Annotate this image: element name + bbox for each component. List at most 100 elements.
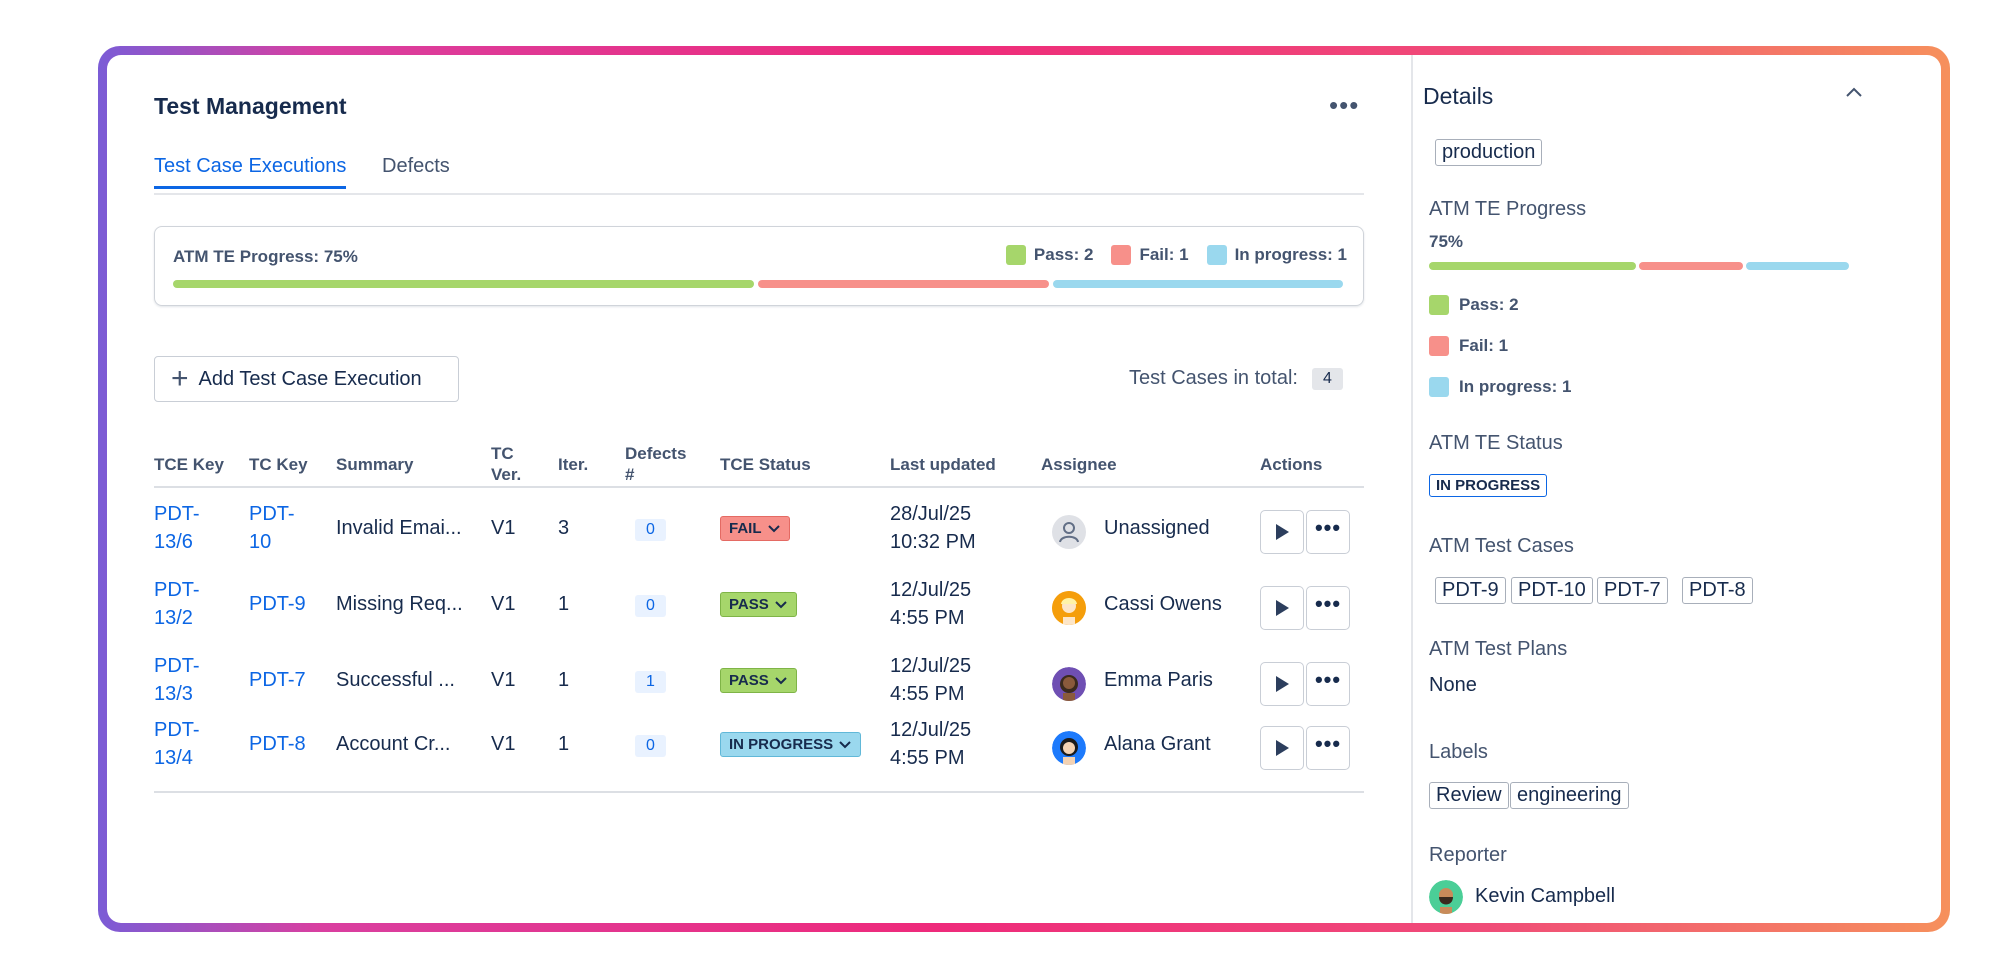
chevron-down-icon (839, 740, 851, 748)
table-row: PDT-13/6 PDT-10 Invalid Emai... V1 3 0 F… (154, 494, 1364, 570)
label-tag[interactable]: engineering (1510, 782, 1629, 809)
th-tce-key: TCE Key (154, 455, 224, 474)
more-icon: ••• (1314, 591, 1342, 616)
chevron-up-icon[interactable] (1844, 85, 1864, 99)
row-more-button[interactable]: ••• (1306, 662, 1350, 706)
plus-icon: + (171, 362, 189, 395)
details-title: Details (1423, 83, 1494, 109)
status-label: PASS (729, 672, 769, 689)
avatar (1052, 731, 1086, 765)
summary-cell: Account Cr... (336, 733, 451, 755)
in-progress-swatch (1429, 377, 1449, 397)
total-count-badge: 4 (1311, 367, 1343, 390)
legend-fail: Fail: 1 (1111, 245, 1189, 265)
chevron-down-icon (775, 676, 787, 684)
run-button[interactable] (1260, 662, 1304, 706)
pass-swatch (1005, 245, 1026, 265)
th-actions: Actions (1260, 455, 1323, 474)
table-header: TCE Key TC Key Summary TC Ver. Iter. Def… (154, 439, 1364, 488)
test-case-tag[interactable]: PDT-8 (1682, 577, 1753, 604)
label-tag[interactable]: Review (1429, 782, 1509, 809)
assignee-name: Emma Paris (1104, 669, 1213, 691)
chevron-down-icon (767, 524, 780, 532)
tce-key-link[interactable]: PDT-13/2 (154, 579, 200, 629)
progress-segment-in-progress (1052, 280, 1343, 288)
status-lozenge: IN PROGRESS (1429, 474, 1548, 497)
run-button[interactable] (1260, 726, 1304, 770)
summary-cell: Successful ... (336, 669, 455, 691)
test-case-tag[interactable]: PDT-7 (1597, 577, 1668, 604)
tab-bar: Test Case Executions Defects (154, 155, 1364, 195)
run-button[interactable] (1260, 510, 1304, 554)
details-panel: Details production ATM TE Progress 75% P… (1411, 55, 1941, 923)
updated-date: 28/Jul/25 (890, 503, 972, 525)
more-options-button[interactable]: ••• (1329, 90, 1360, 120)
panel-title: Test Management (154, 93, 347, 119)
tce-key-link[interactable]: PDT-13/4 (154, 719, 200, 769)
progress-segment-fail (1639, 262, 1743, 270)
status-field-label: ATM TE Status (1429, 432, 1563, 454)
legend-in-progress-label: In progress: 1 (1234, 245, 1347, 264)
tce-key-link[interactable]: PDT-13/3 (154, 655, 200, 705)
tc-key-link[interactable]: PDT-8 (249, 733, 306, 755)
status-dropdown[interactable]: PASS (720, 592, 797, 617)
avatar (1052, 667, 1086, 701)
run-button[interactable] (1260, 586, 1304, 630)
tce-key-link[interactable]: PDT-13/6 (154, 503, 200, 553)
th-tc-ver: TC Ver. (491, 444, 522, 484)
details-progress-bar (1429, 262, 1849, 270)
environment-tag: production (1435, 139, 1543, 166)
table-row: PDT-13/2 PDT-9 Missing Req... V1 1 0 PAS… (154, 570, 1364, 646)
labels-field-label: Labels (1429, 741, 1488, 763)
row-more-button[interactable]: ••• (1306, 586, 1350, 630)
defects-count[interactable]: 0 (635, 735, 666, 757)
progress-segment-in-progress (1745, 262, 1849, 270)
details-legend-fail: Fail: 1 (1429, 336, 1508, 356)
updated-time: 4:55 PM (890, 607, 965, 629)
tab-defects[interactable]: Defects (382, 155, 450, 177)
panel-container: Test Management ••• Test Case Executions… (107, 55, 1941, 923)
tab-test-case-executions[interactable]: Test Case Executions (154, 155, 347, 189)
th-last-updated: Last updated (890, 455, 996, 474)
pass-swatch (1429, 295, 1449, 315)
more-icon: ••• (1314, 731, 1342, 756)
status-label: FAIL (729, 520, 762, 537)
reporter-avatar (1429, 880, 1463, 914)
row-more-button[interactable]: ••• (1306, 726, 1350, 770)
progress-segment-fail (758, 280, 1049, 288)
add-test-case-execution-button[interactable]: + Add Test Case Execution (154, 356, 459, 402)
iteration-cell: 1 (558, 669, 570, 691)
iteration-cell: 1 (558, 733, 570, 755)
updated-time: 4:55 PM (890, 683, 965, 705)
status-dropdown[interactable]: PASS (720, 668, 797, 693)
test-case-tag[interactable]: PDT-9 (1435, 577, 1506, 604)
play-icon (1276, 600, 1289, 616)
in-progress-swatch (1206, 245, 1227, 265)
table-row: PDT-13/3 PDT-7 Successful ... V1 1 1 PAS… (154, 646, 1364, 722)
updated-date: 12/Jul/25 (890, 655, 972, 677)
test-case-tag[interactable]: PDT-10 (1511, 577, 1593, 604)
defects-count[interactable]: 0 (635, 519, 666, 541)
reporter-field-label: Reporter (1429, 844, 1507, 866)
progress-bar (173, 280, 1343, 288)
summary-cell: Invalid Emai... (336, 517, 462, 539)
progress-legend: Pass: 2 Fail: 1 In progress: 1 (1005, 245, 1347, 265)
progress-field-value: 75% (1429, 232, 1464, 251)
progress-field-label: ATM TE Progress (1429, 198, 1587, 220)
version-cell: V1 (491, 669, 516, 691)
test-plans-field-label: ATM Test Plans (1429, 638, 1568, 660)
legend-pass: Pass: 2 (1005, 245, 1093, 265)
status-dropdown[interactable]: FAIL (720, 516, 790, 541)
defects-count[interactable]: 0 (635, 595, 666, 617)
summary-cell: Missing Req... (336, 593, 463, 615)
version-cell: V1 (491, 733, 516, 755)
th-iter: Iter. (558, 455, 589, 474)
defects-count[interactable]: 1 (635, 671, 666, 693)
row-more-button[interactable]: ••• (1306, 510, 1350, 554)
th-assignee: Assignee (1041, 455, 1117, 474)
status-dropdown[interactable]: IN PROGRESS (720, 732, 862, 757)
tc-key-link[interactable]: PDT-10 (249, 503, 295, 553)
tc-key-link[interactable]: PDT-7 (249, 669, 306, 691)
test-cases-total: Test Cases in total: 4 (1129, 367, 1343, 390)
tc-key-link[interactable]: PDT-9 (249, 593, 306, 615)
